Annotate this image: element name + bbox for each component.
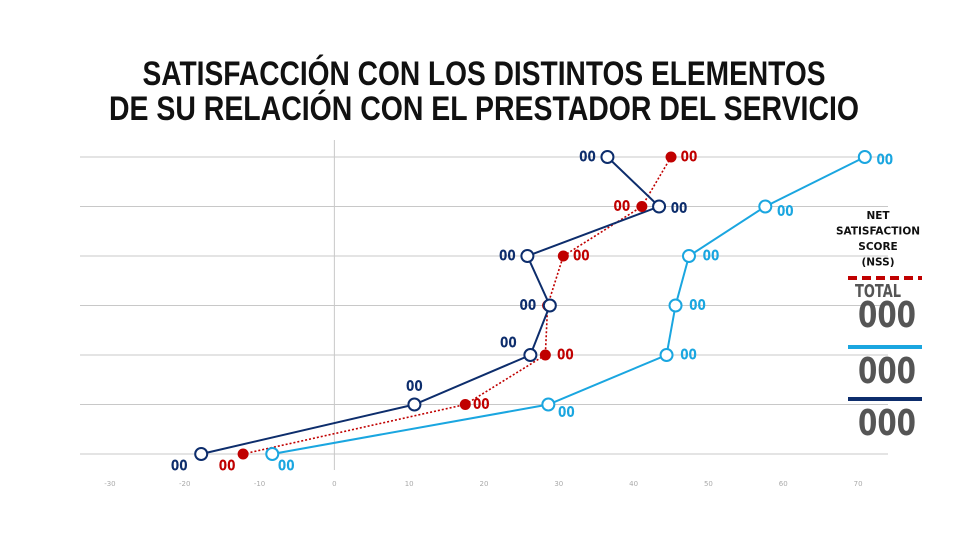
- point-label: 00: [558, 404, 575, 422]
- x-tick-label: 60: [779, 480, 788, 488]
- point: [520, 249, 535, 263]
- point: [600, 150, 615, 164]
- point-label: 00: [671, 200, 688, 218]
- point: [857, 150, 872, 164]
- point-label: 00: [579, 148, 596, 166]
- point: [557, 250, 569, 262]
- point-label: 00: [473, 396, 490, 414]
- point-label: 00: [406, 378, 423, 396]
- x-tick-label: -20: [179, 480, 190, 488]
- point-label: 00: [689, 297, 706, 315]
- x-tick-label: 10: [405, 480, 414, 488]
- point: [539, 349, 551, 361]
- panel-heading: NET: [866, 210, 890, 222]
- panel-heading: (NSS): [861, 257, 894, 269]
- chart-title: DE SU RELACIÓN CON EL PRESTADOR DEL SERV…: [109, 90, 859, 128]
- point-label: 00: [680, 346, 697, 364]
- point-label: 00: [681, 148, 698, 166]
- panel-score: 000: [858, 351, 916, 392]
- panel-score: 000: [858, 295, 916, 336]
- point-label: 00: [499, 247, 516, 265]
- point-label: 00: [519, 297, 536, 315]
- point: [265, 447, 280, 461]
- point: [459, 399, 471, 410]
- x-tick-label: 0: [332, 480, 336, 488]
- point-label: 00: [703, 247, 720, 265]
- point-label: 00: [614, 198, 631, 216]
- point: [659, 348, 674, 362]
- point: [668, 298, 683, 313]
- point-label: 00: [876, 151, 893, 169]
- x-tick-label: -30: [104, 480, 115, 488]
- point: [541, 397, 556, 412]
- point-label: 00: [777, 203, 794, 221]
- point-label: 00: [573, 247, 590, 265]
- point: [237, 448, 249, 460]
- point-label: 00: [278, 457, 295, 475]
- point: [681, 249, 696, 263]
- point: [542, 298, 557, 313]
- panel-heading: SCORE: [858, 241, 897, 253]
- point-label: 00: [557, 346, 574, 364]
- x-tick-label: -10: [254, 480, 265, 488]
- panel-label: TOTAL: [855, 281, 901, 302]
- x-tick-label: 20: [480, 480, 489, 488]
- point: [636, 201, 648, 212]
- point-label: 00: [500, 334, 517, 352]
- x-tick-label: 70: [854, 480, 863, 488]
- point: [665, 151, 677, 163]
- panel-score: 000: [858, 403, 916, 444]
- x-tick-label: 30: [554, 480, 563, 488]
- x-tick-label: 50: [704, 480, 713, 488]
- point: [194, 447, 209, 461]
- point: [407, 397, 422, 412]
- panel-heading: SATISFACTION: [836, 226, 920, 238]
- point: [523, 348, 538, 362]
- point: [652, 199, 667, 214]
- point-label: 00: [219, 457, 236, 475]
- x-tick-label: 40: [629, 480, 638, 488]
- chart-title: SATISFACCIÓN CON LOS DISTINTOS ELEMENTOS: [143, 55, 826, 93]
- point: [758, 199, 773, 214]
- point-label: 00: [171, 457, 188, 475]
